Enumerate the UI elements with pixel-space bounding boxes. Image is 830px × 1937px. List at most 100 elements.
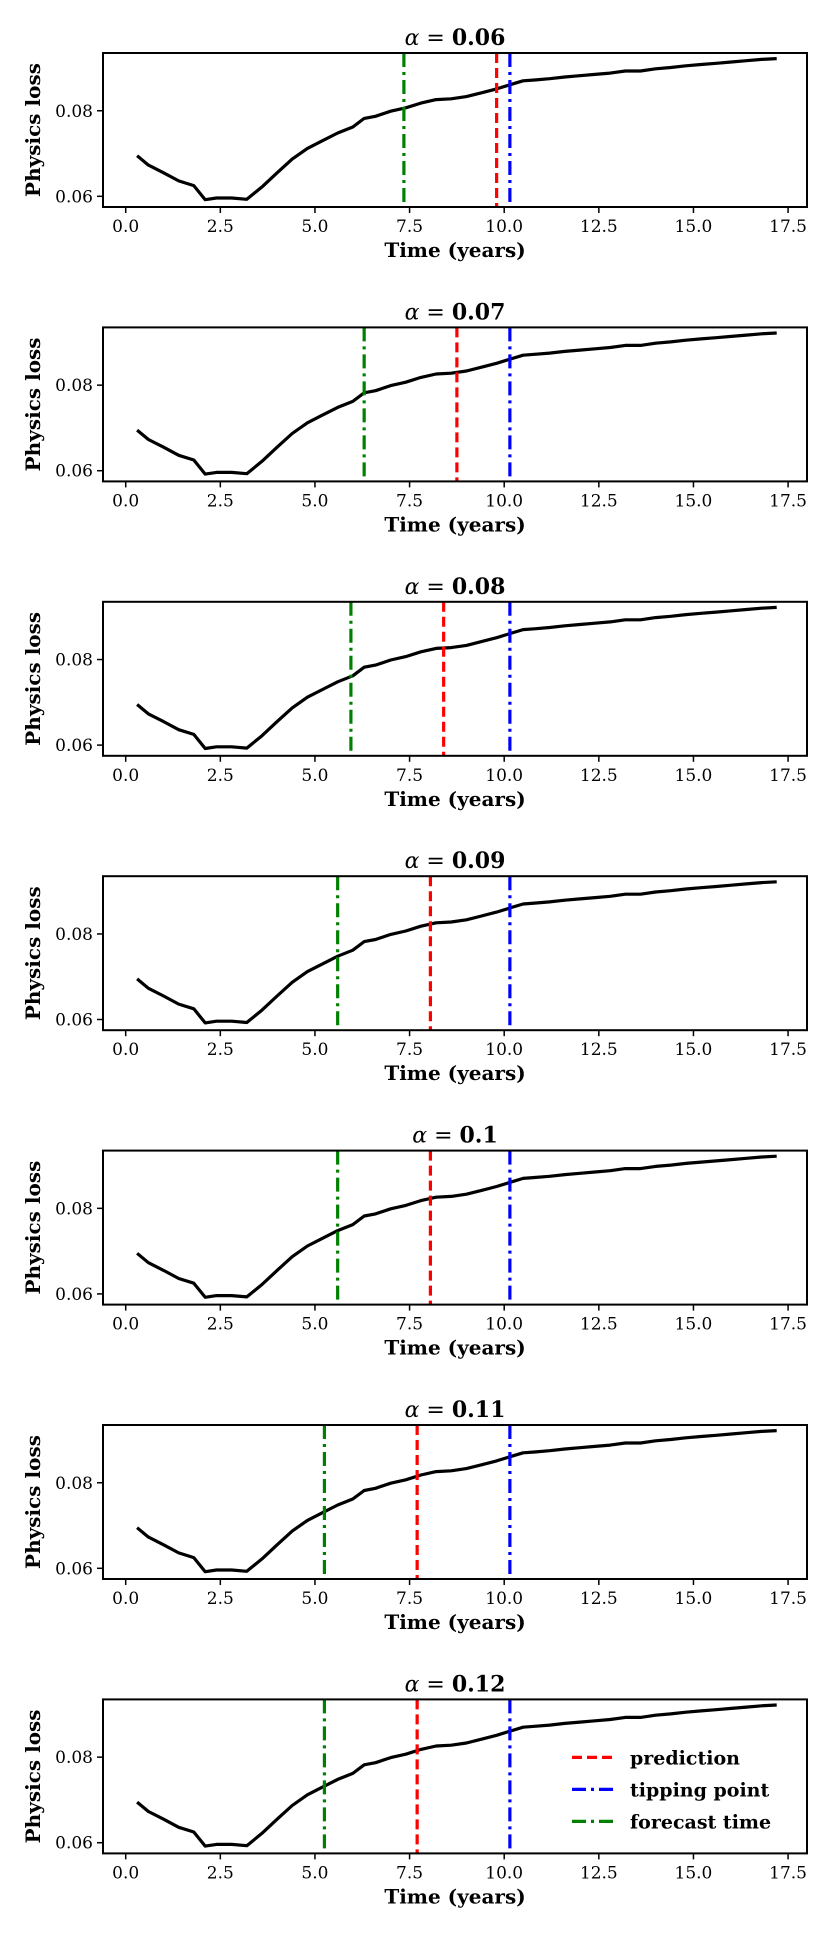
y-tick-label: 0.08 — [55, 1474, 93, 1494]
x-tick-label: 17.5 — [769, 1315, 807, 1335]
plot-frame — [102, 326, 808, 483]
x-tick-label: 12.5 — [580, 1040, 618, 1060]
plot-frame — [102, 1149, 808, 1306]
physics-loss-line — [136, 57, 777, 202]
x-tick-label: 7.5 — [396, 1040, 423, 1060]
title-equals: = — [419, 575, 451, 600]
y-tick-label: 0.06 — [55, 462, 93, 482]
x-tick-label: 15.0 — [675, 766, 713, 786]
physics-loss-line — [136, 1154, 777, 1299]
x-axis-label: Time (years) — [384, 1336, 525, 1360]
x-tick-label: 7.5 — [396, 491, 423, 511]
title-equals: = — [427, 1124, 459, 1149]
title-alpha-symbol: α — [412, 1124, 427, 1149]
chart-title: α = 0.09 — [405, 848, 506, 874]
x-axis-label: Time (years) — [384, 512, 525, 536]
chart-panel-3: α = 0.08 0.0 2.5 5.0 7.5 10.0 12.5 15.0 17.5 0.06… — [21, 574, 808, 811]
x-tick-label: 17.5 — [769, 217, 807, 237]
x-tick-label: 5.0 — [301, 1589, 328, 1609]
title-alpha-value: 0.1 — [460, 1123, 498, 1149]
title-equals: = — [419, 300, 451, 325]
y-axis-label: Physics loss — [21, 1161, 45, 1295]
title-alpha-symbol: α — [405, 575, 420, 600]
x-axis-label: Time (years) — [384, 238, 525, 262]
y-tick-label: 0.08 — [55, 376, 93, 396]
title-alpha-symbol: α — [405, 26, 420, 51]
y-tick-label: 0.06 — [55, 1559, 93, 1579]
x-tick-label: 10.0 — [485, 491, 523, 511]
chart-panel-4: α = 0.09 0.0 2.5 5.0 7.5 10.0 12.5 15.0 17.5 0.06… — [21, 848, 808, 1085]
x-tick-label: 7.5 — [396, 1589, 423, 1609]
x-tick-label: 15.0 — [675, 491, 713, 511]
chart-title: α = 0.06 — [405, 25, 506, 51]
title-alpha-value: 0.06 — [452, 25, 506, 51]
legend-label: forecast time — [630, 1811, 771, 1833]
physics-loss-line — [136, 331, 777, 476]
x-tick-label: 2.5 — [207, 491, 234, 511]
x-tick-label: 17.5 — [769, 1863, 807, 1883]
plot-frame — [102, 875, 808, 1032]
x-tick-label: 2.5 — [207, 217, 234, 237]
x-tick-label: 12.5 — [580, 217, 618, 237]
x-tick-label: 15.0 — [675, 217, 713, 237]
x-tick-label: 5.0 — [301, 1863, 328, 1883]
x-tick-label: 12.5 — [580, 491, 618, 511]
title-alpha-value: 0.12 — [452, 1671, 506, 1697]
x-tick-label: 2.5 — [207, 1040, 234, 1060]
x-tick-label: 12.5 — [580, 1863, 618, 1883]
plot-frame — [102, 52, 808, 208]
x-tick-label: 5.0 — [301, 766, 328, 786]
x-tick-label: 12.5 — [580, 1589, 618, 1609]
x-tick-label: 5.0 — [301, 491, 328, 511]
title-equals: = — [419, 1672, 451, 1697]
title-equals: = — [419, 849, 451, 874]
x-tick-label: 0.0 — [112, 491, 139, 511]
y-tick-label: 0.08 — [55, 925, 93, 945]
x-tick-label: 7.5 — [396, 1863, 423, 1883]
title-equals: = — [419, 26, 451, 51]
x-tick-label: 15.0 — [675, 1863, 713, 1883]
title-alpha-value: 0.09 — [452, 848, 506, 874]
title-alpha-value: 0.07 — [452, 299, 506, 325]
y-tick-label: 0.08 — [55, 1748, 93, 1768]
title-alpha-value: 0.08 — [452, 574, 506, 600]
x-tick-label: 2.5 — [207, 1315, 234, 1335]
y-axis-label: Physics loss — [21, 1435, 45, 1569]
title-equals: = — [419, 1398, 451, 1423]
x-tick-label: 17.5 — [769, 1040, 807, 1060]
title-alpha-value: 0.11 — [452, 1397, 506, 1423]
x-tick-label: 2.5 — [207, 1589, 234, 1609]
title-alpha-symbol: α — [405, 849, 420, 874]
title-alpha-symbol: α — [405, 300, 420, 325]
legend-label: prediction — [630, 1747, 740, 1769]
x-axis-label: Time (years) — [384, 1610, 525, 1634]
chart-title: α = 0.11 — [405, 1397, 506, 1423]
x-tick-label: 5.0 — [301, 217, 328, 237]
x-tick-label: 2.5 — [207, 1863, 234, 1883]
x-tick-label: 10.0 — [485, 217, 523, 237]
chart-panel-1: α = 0.06 0.0 2.5 5.0 7.5 10.0 12.5 15.0 17.5 0.06… — [21, 25, 808, 262]
plot-frame — [102, 600, 808, 757]
x-tick-label: 10.0 — [485, 1040, 523, 1060]
x-tick-label: 12.5 — [580, 1315, 618, 1335]
physics-loss-line — [136, 605, 777, 751]
x-axis-label: Time (years) — [384, 1884, 525, 1908]
y-axis-label: Physics loss — [21, 63, 45, 197]
chart-panel-7: α = 0.12 0.0 2.5 5.0 7.5 10.0 12.5 15.0 17.5 0.06… — [21, 1671, 808, 1908]
x-tick-label: 17.5 — [769, 491, 807, 511]
x-tick-label: 0.0 — [112, 1040, 139, 1060]
x-tick-label: 0.0 — [112, 217, 139, 237]
y-axis-label: Physics loss — [21, 886, 45, 1020]
x-tick-label: 17.5 — [769, 766, 807, 786]
y-tick-label: 0.06 — [55, 1011, 93, 1031]
physics-loss-line — [136, 880, 777, 1025]
x-axis-label: Time (years) — [384, 787, 525, 811]
plot-frame — [102, 1424, 808, 1580]
x-tick-label: 0.0 — [112, 1863, 139, 1883]
x-axis-label: Time (years) — [384, 1061, 525, 1085]
x-tick-label: 15.0 — [675, 1040, 713, 1060]
y-axis-label: Physics loss — [21, 612, 45, 746]
y-axis-label: Physics loss — [21, 1709, 45, 1843]
x-tick-label: 2.5 — [207, 766, 234, 786]
